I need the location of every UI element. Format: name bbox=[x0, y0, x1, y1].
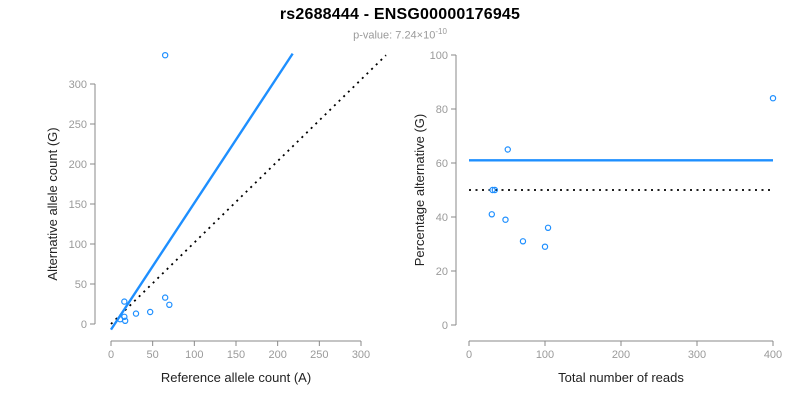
data-point bbox=[504, 146, 511, 153]
page-title: rs2688444 - ENSG00000176945 bbox=[279, 6, 521, 23]
left-scatter-plot: 0 50 100 150 200 250 300 Reference allele count… bbox=[45, 52, 387, 385]
data-point bbox=[519, 238, 527, 245]
x-tick-label: 200 bbox=[612, 349, 630, 361]
data-point bbox=[121, 298, 128, 305]
pvalue-exponent: -10 bbox=[435, 27, 447, 36]
y-tick-label: 250 bbox=[69, 119, 87, 131]
identity-dotted-line bbox=[110, 54, 387, 325]
y-tick-label: 60 bbox=[436, 158, 448, 170]
y-tick-label: 150 bbox=[69, 199, 87, 211]
data-point bbox=[541, 243, 549, 250]
y-tick-label: 0 bbox=[81, 319, 87, 331]
y-tick-label: 200 bbox=[69, 159, 87, 171]
y-tick-label: 100 bbox=[430, 50, 448, 62]
data-point bbox=[161, 294, 169, 301]
data-point bbox=[491, 186, 499, 194]
data-point bbox=[146, 308, 154, 316]
pvalue-subtitle: p-value: 7.24×10-10 bbox=[0, 27, 800, 42]
x-tick-label: 100 bbox=[185, 349, 203, 361]
x-tick-label: 300 bbox=[352, 349, 370, 361]
right-scatter-plot: 0 100 200 300 400 Total number of reads 0 20 40 6… bbox=[412, 50, 782, 385]
x-axis-title: Reference allele count (A) bbox=[161, 370, 311, 385]
x-tick-label: 400 bbox=[764, 349, 782, 361]
x-tick-label: 100 bbox=[536, 349, 554, 361]
y-tick-label: 100 bbox=[69, 239, 87, 251]
y-axis-title: Alternative allele count (G) bbox=[45, 127, 60, 280]
data-point bbox=[489, 186, 496, 194]
pvalue-text: p-value: 7.24×10 bbox=[353, 29, 436, 42]
data-point bbox=[769, 94, 777, 102]
x-tick-label: 250 bbox=[310, 349, 328, 361]
data-point bbox=[488, 211, 495, 218]
data-point bbox=[161, 52, 169, 59]
y-tick-label: 80 bbox=[436, 104, 448, 116]
x-tick-label: 200 bbox=[268, 349, 286, 361]
data-point bbox=[166, 301, 173, 308]
x-tick-label: 50 bbox=[147, 349, 159, 361]
y-tick-label: 0 bbox=[442, 320, 448, 332]
data-point bbox=[502, 216, 509, 223]
data-point bbox=[121, 317, 129, 324]
x-tick-label: 0 bbox=[108, 349, 114, 361]
x-axis-title: Total number of reads bbox=[558, 370, 684, 385]
data-point bbox=[132, 310, 140, 317]
x-tick-label: 150 bbox=[227, 349, 245, 361]
fit-line bbox=[109, 52, 294, 331]
y-axis-title: Percentage alternative (G) bbox=[412, 114, 427, 266]
y-tick-label: 20 bbox=[436, 266, 448, 278]
y-tick-label: 300 bbox=[69, 79, 87, 91]
x-tick-label: 0 bbox=[466, 349, 472, 361]
y-tick-label: 50 bbox=[75, 279, 87, 291]
data-point bbox=[544, 224, 552, 231]
x-tick-label: 300 bbox=[688, 349, 706, 361]
y-tick-label: 40 bbox=[436, 212, 448, 224]
